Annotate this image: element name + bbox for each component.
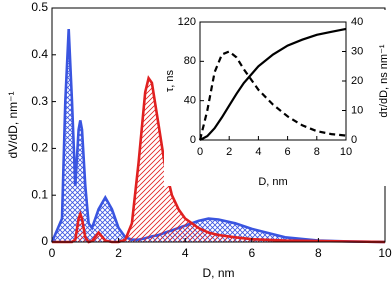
y-tick-label: 0 bbox=[41, 234, 48, 248]
inset-background bbox=[164, 10, 386, 186]
x-tick-label: 2 bbox=[115, 246, 122, 260]
x-tick-label: 2 bbox=[226, 146, 232, 158]
y2-tick-label: 40 bbox=[351, 16, 363, 28]
y-tick-label: 0.1 bbox=[31, 187, 48, 201]
y-axis-label: dV/dD, nm⁻¹ bbox=[6, 91, 20, 158]
y2-axis-label: dτ/dD, ns nm⁻¹ bbox=[378, 44, 390, 117]
x-tick-label: 0 bbox=[197, 146, 203, 158]
y-tick-label: 120 bbox=[178, 16, 196, 28]
x-tick-label: 4 bbox=[255, 146, 261, 158]
y2-tick-label: 20 bbox=[351, 75, 363, 87]
y-axis-label: τ, ns bbox=[164, 69, 176, 92]
x-tick-label: 8 bbox=[314, 146, 320, 158]
y2-tick-label: 0 bbox=[351, 134, 357, 146]
y-tick-label: 0.2 bbox=[31, 141, 48, 155]
y2-tick-label: 30 bbox=[351, 45, 363, 57]
x-tick-label: 8 bbox=[315, 246, 322, 260]
y-tick-label: 0.5 bbox=[31, 0, 48, 14]
line bbox=[198, 50, 347, 141]
y-tick-label: 80 bbox=[184, 55, 196, 67]
x-tick-label: 4 bbox=[182, 246, 189, 260]
x-tick-label: 10 bbox=[378, 246, 392, 260]
x-tick-label: 6 bbox=[285, 146, 291, 158]
y2-tick-label: 10 bbox=[351, 104, 363, 116]
y-tick-label: 40 bbox=[184, 95, 196, 107]
line bbox=[199, 27, 347, 141]
x-tick-label: 6 bbox=[248, 246, 255, 260]
x-axis-label: D, nm bbox=[258, 176, 287, 188]
line bbox=[52, 75, 386, 244]
y-tick-label: 0 bbox=[190, 134, 196, 146]
y-tick-label: 0.4 bbox=[31, 47, 48, 61]
y-tick-label: 0.3 bbox=[31, 94, 48, 108]
area bbox=[52, 29, 385, 242]
x-tick-label: 0 bbox=[49, 246, 56, 260]
x-tick-label: 10 bbox=[340, 146, 352, 158]
x-axis-label: D, nm bbox=[202, 266, 234, 280]
